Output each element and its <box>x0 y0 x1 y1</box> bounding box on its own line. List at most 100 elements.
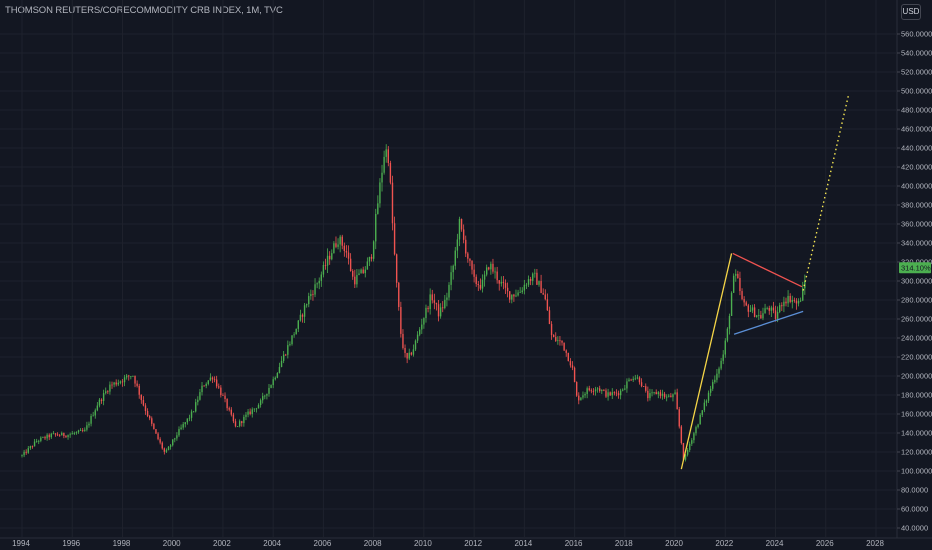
trendline-projection <box>802 95 850 291</box>
candle-body <box>730 292 733 316</box>
candle-body <box>360 269 362 274</box>
candle-body <box>601 389 603 392</box>
candle-body <box>789 295 791 302</box>
candle-body <box>446 297 448 300</box>
candle-body <box>251 409 253 414</box>
candle-body <box>343 245 346 251</box>
time-tick-label: 1994 <box>12 539 30 548</box>
candle-body <box>684 454 687 460</box>
candle-body <box>567 352 570 362</box>
candle-body <box>165 450 168 452</box>
candle-body <box>125 375 128 378</box>
candle-body <box>473 269 475 277</box>
candle-body <box>412 349 415 355</box>
candle-body <box>188 417 191 419</box>
candle-body <box>132 375 134 377</box>
candle-body <box>238 421 241 427</box>
candle-body <box>802 288 804 301</box>
candle-body <box>703 402 706 411</box>
candle-body <box>527 279 530 285</box>
candle-body <box>77 430 80 433</box>
candle-body <box>84 429 86 431</box>
candle-body <box>222 395 224 396</box>
candle-body <box>425 307 427 319</box>
candle-body <box>716 373 718 380</box>
candle-body <box>414 340 417 350</box>
candle-body <box>797 300 800 304</box>
candle-body <box>504 283 507 288</box>
candle-body <box>75 432 78 434</box>
candle-body <box>385 149 387 157</box>
candle-body <box>117 382 119 385</box>
candle-body <box>586 388 588 394</box>
price-tick-label: 220.0000 <box>901 353 932 362</box>
candle-body <box>278 367 281 373</box>
candle-body <box>762 313 764 319</box>
candle-body <box>747 305 750 312</box>
candle-body <box>94 410 96 416</box>
candle-body <box>102 393 105 401</box>
candle-body <box>450 272 452 285</box>
candle-body <box>661 393 664 396</box>
time-tick-label: 2018 <box>615 539 633 548</box>
candle-body <box>665 396 668 398</box>
candle-body <box>517 292 519 296</box>
candle-body <box>90 415 92 424</box>
candle-body <box>772 307 775 311</box>
candle-body <box>326 255 329 266</box>
candle-body <box>488 267 490 270</box>
candle-body <box>582 395 584 398</box>
candle-body <box>599 388 601 392</box>
trendline-descending-resistance <box>732 252 803 288</box>
candle-body <box>23 451 25 456</box>
candle-body <box>511 294 513 300</box>
candle-body <box>563 342 565 351</box>
candle-body <box>653 392 655 393</box>
candle-body <box>115 382 117 385</box>
candle-body <box>96 405 99 411</box>
candle-body <box>107 391 109 393</box>
candle-body <box>785 301 787 304</box>
candle-body <box>779 305 781 313</box>
candle-body <box>760 315 762 319</box>
candle-body <box>123 377 126 383</box>
candle-body <box>605 390 607 397</box>
candle-body <box>79 430 82 431</box>
time-tick-label: 2026 <box>816 539 834 548</box>
candle-body <box>538 281 540 285</box>
candle-body <box>40 437 42 441</box>
candle-body <box>69 434 71 436</box>
candle-body <box>46 434 48 439</box>
candle-body <box>483 274 486 280</box>
candle-body <box>515 295 517 297</box>
candle-body <box>161 442 163 449</box>
candle-body <box>268 387 270 394</box>
candle-body <box>766 308 768 309</box>
candle-body <box>575 382 578 396</box>
candle-body <box>682 443 685 460</box>
candle-body <box>82 430 84 431</box>
candle-body <box>291 335 293 345</box>
candle-body <box>437 304 440 317</box>
candle-body <box>439 307 442 317</box>
candle-body <box>659 392 662 396</box>
candle-body <box>295 328 297 335</box>
candle-body <box>475 276 477 285</box>
candle-body <box>540 281 542 294</box>
candle-body <box>316 283 318 285</box>
candle-body <box>799 300 802 302</box>
candle-body <box>148 416 151 419</box>
candle-body <box>429 294 431 310</box>
candle-body <box>285 354 287 356</box>
candle-body <box>205 383 207 386</box>
candle-body <box>534 272 536 274</box>
candle-body <box>506 287 509 292</box>
candle-body <box>529 279 532 281</box>
time-tick-label: 2006 <box>314 539 332 548</box>
currency-badge[interactable]: USD <box>901 4 921 20</box>
candle-body <box>276 372 279 378</box>
candle-body <box>255 408 258 410</box>
time-tick-label: 2004 <box>263 539 281 548</box>
candle-body <box>739 277 741 292</box>
